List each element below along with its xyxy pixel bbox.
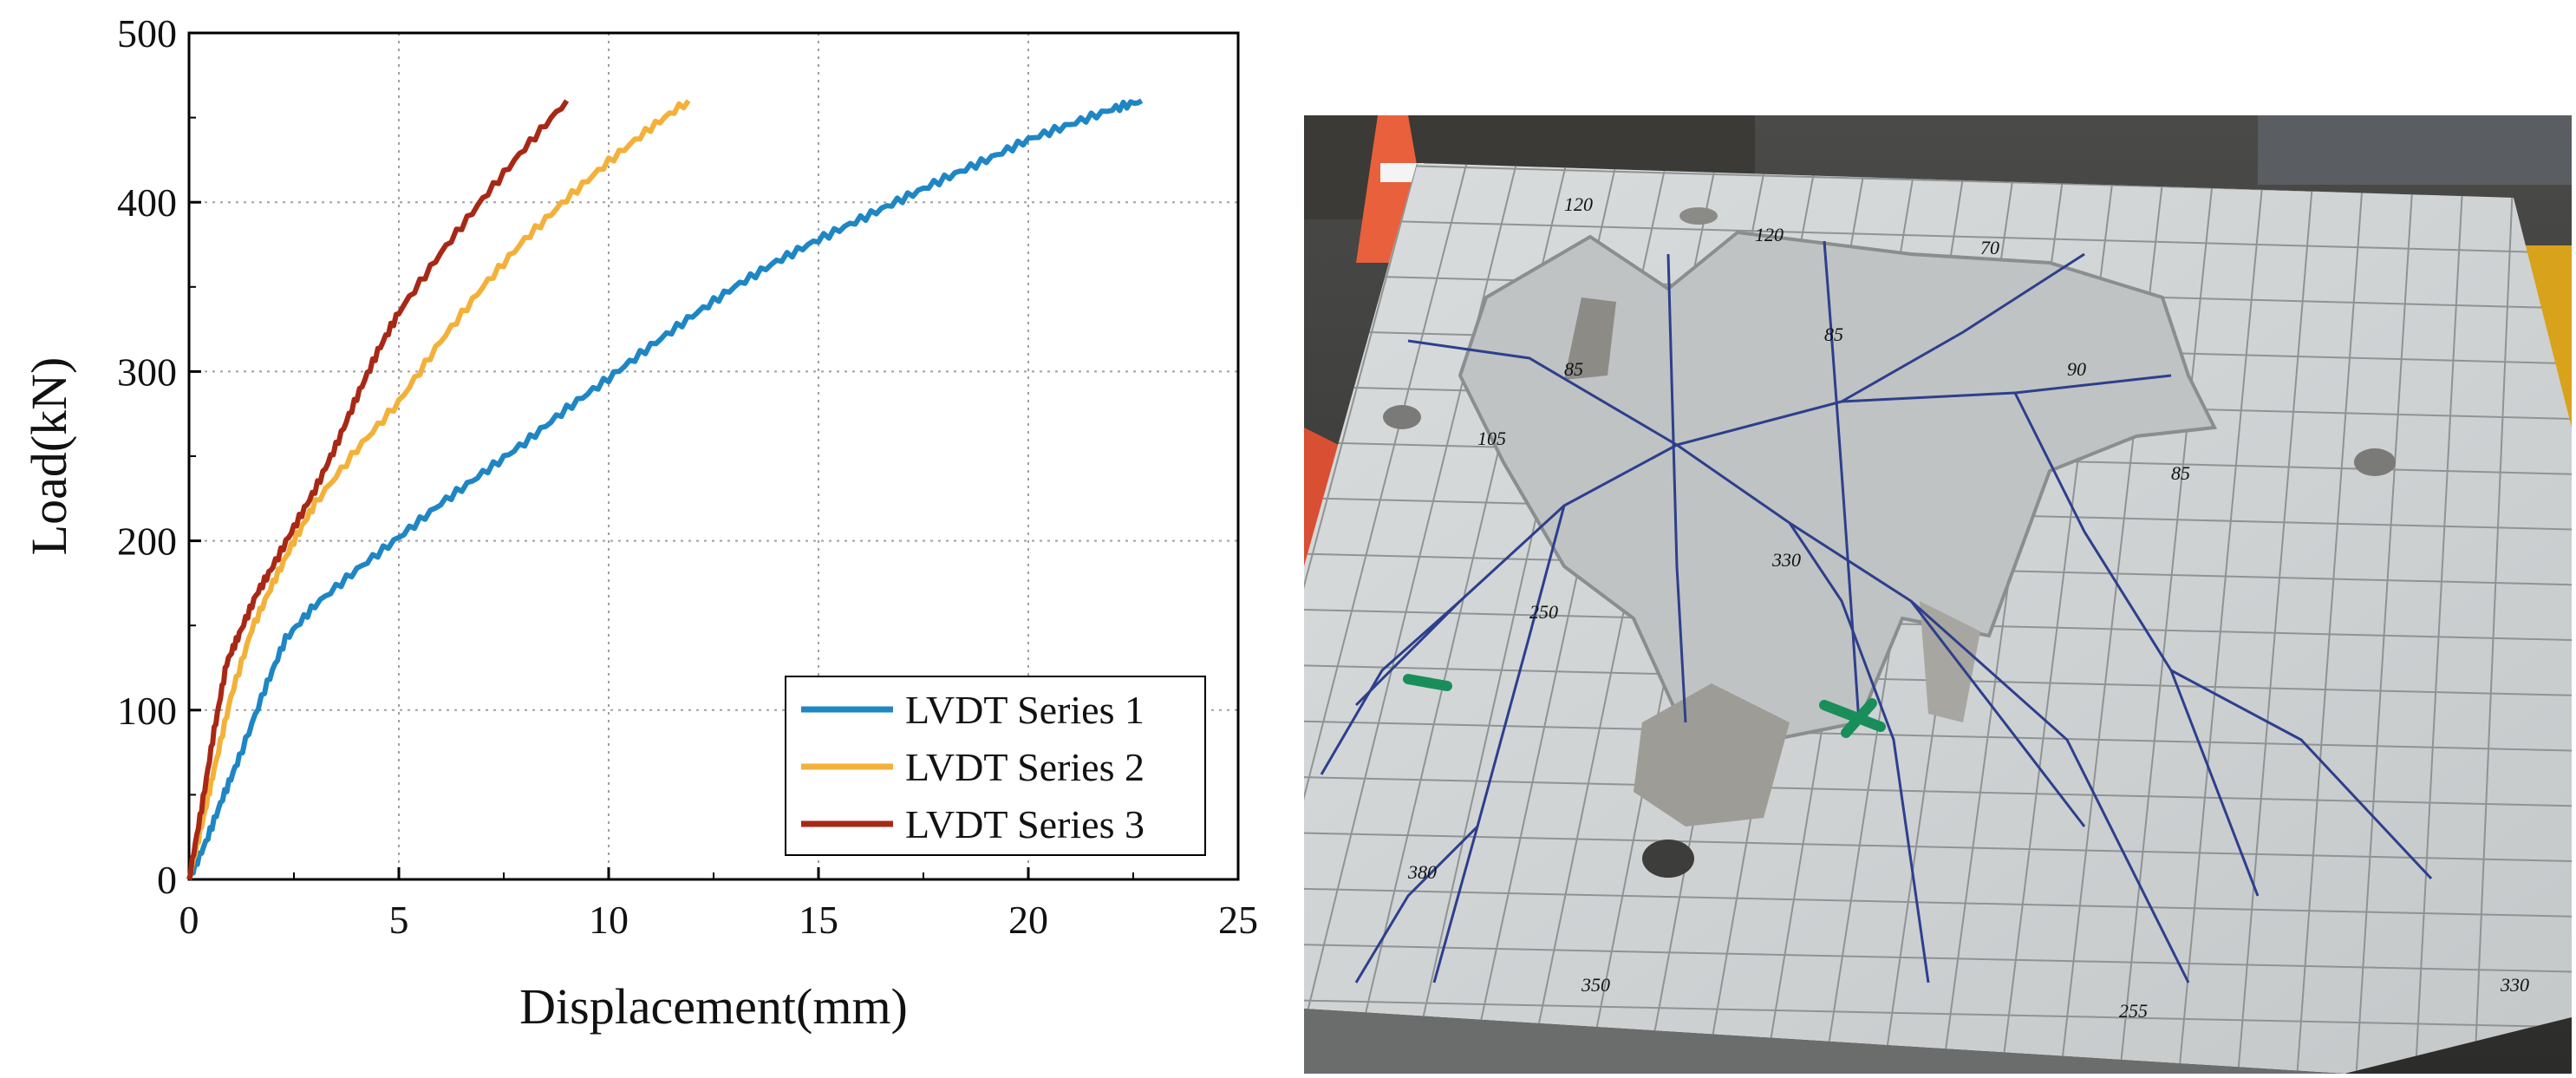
slab-grid-line bbox=[2118, 163, 2215, 1074]
slab-marking-label: 255 bbox=[2119, 1000, 2148, 1022]
machinery bbox=[2258, 115, 2572, 185]
y-axis-label: Load(kN) bbox=[21, 357, 77, 556]
x-tick-label: 5 bbox=[389, 898, 409, 942]
x-tick-label: 0 bbox=[179, 898, 199, 942]
slab-grid-line bbox=[1304, 163, 1418, 1074]
legend-label-3: LVDT Series 3 bbox=[905, 802, 1145, 846]
slab-grid-line bbox=[2237, 163, 2315, 1074]
x-axis-label: Displacement(mm) bbox=[519, 978, 908, 1035]
slab-marking-label: 120 bbox=[1755, 224, 1784, 245]
y-tick-label: 500 bbox=[117, 11, 177, 56]
green-tape-marks bbox=[1403, 674, 1886, 738]
slab-grid-line bbox=[2355, 163, 2415, 1074]
legend: LVDT Series 1 LVDT Series 2 LVDT Series 3 bbox=[785, 676, 1206, 856]
legend-label-1: LVDT Series 1 bbox=[905, 688, 1145, 732]
slab-marking-label: 350 bbox=[1581, 974, 1610, 996]
y-tick-label: 100 bbox=[117, 689, 177, 733]
slab-grid-line bbox=[1304, 832, 2572, 862]
slab-photo-illustration: 120 120 70 85 85 90 105 85 250 330 380 350 255 330 bbox=[1304, 115, 2572, 1074]
y-tick-label: 0 bbox=[157, 858, 177, 902]
slab-marking-label: 85 bbox=[2171, 462, 2190, 484]
series-line-3 bbox=[186, 99, 570, 880]
bolt-hole bbox=[1642, 840, 1694, 878]
cracked-slab-photo: 120 120 70 85 85 90 105 85 250 330 380 350 255 330 bbox=[1304, 115, 2572, 1074]
slab-edge bbox=[1304, 1009, 2344, 1074]
load-displacement-chart: 0 5 10 15 20 25 0 100 200 300 400 500 Displacement(… bbox=[0, 0, 1283, 1074]
slab-marking-label: 85 bbox=[1564, 358, 1583, 380]
slab-marking-label: 250 bbox=[1529, 601, 1558, 623]
slab-grid-line bbox=[1304, 999, 2572, 1029]
y-tick-label: 300 bbox=[117, 350, 177, 394]
series-line-1 bbox=[186, 98, 1144, 880]
slab-marking-label: 90 bbox=[2067, 358, 2086, 380]
bolt-hole bbox=[1679, 207, 1718, 225]
slab-grid-line bbox=[2414, 163, 2465, 1074]
spall-hole-left bbox=[1564, 297, 1616, 380]
slab-grid-line bbox=[1304, 218, 2572, 254]
slab-grid-line bbox=[1304, 887, 2572, 918]
slab-grid-line bbox=[2474, 163, 2514, 1074]
slab-grid-line bbox=[1304, 944, 2572, 973]
bolt-hole bbox=[1383, 405, 1421, 429]
slab-marking-label: 330 bbox=[1771, 549, 1801, 571]
slab-grid-line bbox=[2178, 163, 2266, 1074]
series-lines bbox=[186, 98, 1144, 880]
series-line-2 bbox=[186, 99, 691, 880]
exposed-concrete bbox=[1634, 683, 1790, 826]
x-tick-label: 20 bbox=[1008, 898, 1048, 942]
legend-label-2: LVDT Series 2 bbox=[905, 745, 1145, 789]
slab-grid-line bbox=[1304, 720, 2572, 752]
y-tick-label: 400 bbox=[117, 180, 177, 225]
bolt-hole bbox=[2354, 448, 2396, 476]
slab-marking-label: 105 bbox=[1477, 428, 1506, 449]
slab-marking-label: 330 bbox=[2500, 974, 2529, 996]
slab-grid-line bbox=[2296, 163, 2365, 1074]
x-tick-label: 10 bbox=[589, 898, 629, 942]
x-tick-label: 15 bbox=[799, 898, 838, 942]
axis-ticks: 0 5 10 15 20 25 0 100 200 300 400 500 bbox=[117, 11, 1258, 942]
crack-lines bbox=[1320, 240, 2433, 983]
y-tick-label: 200 bbox=[117, 519, 177, 564]
slab-marking-label: 70 bbox=[1980, 237, 1999, 258]
slab-marking-label: 85 bbox=[1824, 323, 1843, 345]
chart-svg: 0 5 10 15 20 25 0 100 200 300 400 500 Displacement(… bbox=[21, 11, 1258, 1035]
slab-markings: 120 120 70 85 85 90 105 85 250 330 380 350 255 330 bbox=[1407, 193, 2529, 1022]
x-tick-label: 25 bbox=[1218, 898, 1258, 942]
slab-marking-label: 380 bbox=[1407, 861, 1437, 883]
slab-marking-label: 120 bbox=[1564, 193, 1593, 215]
punching-shear-zone bbox=[1458, 230, 2218, 742]
slab-grid-line bbox=[1304, 163, 1468, 1074]
